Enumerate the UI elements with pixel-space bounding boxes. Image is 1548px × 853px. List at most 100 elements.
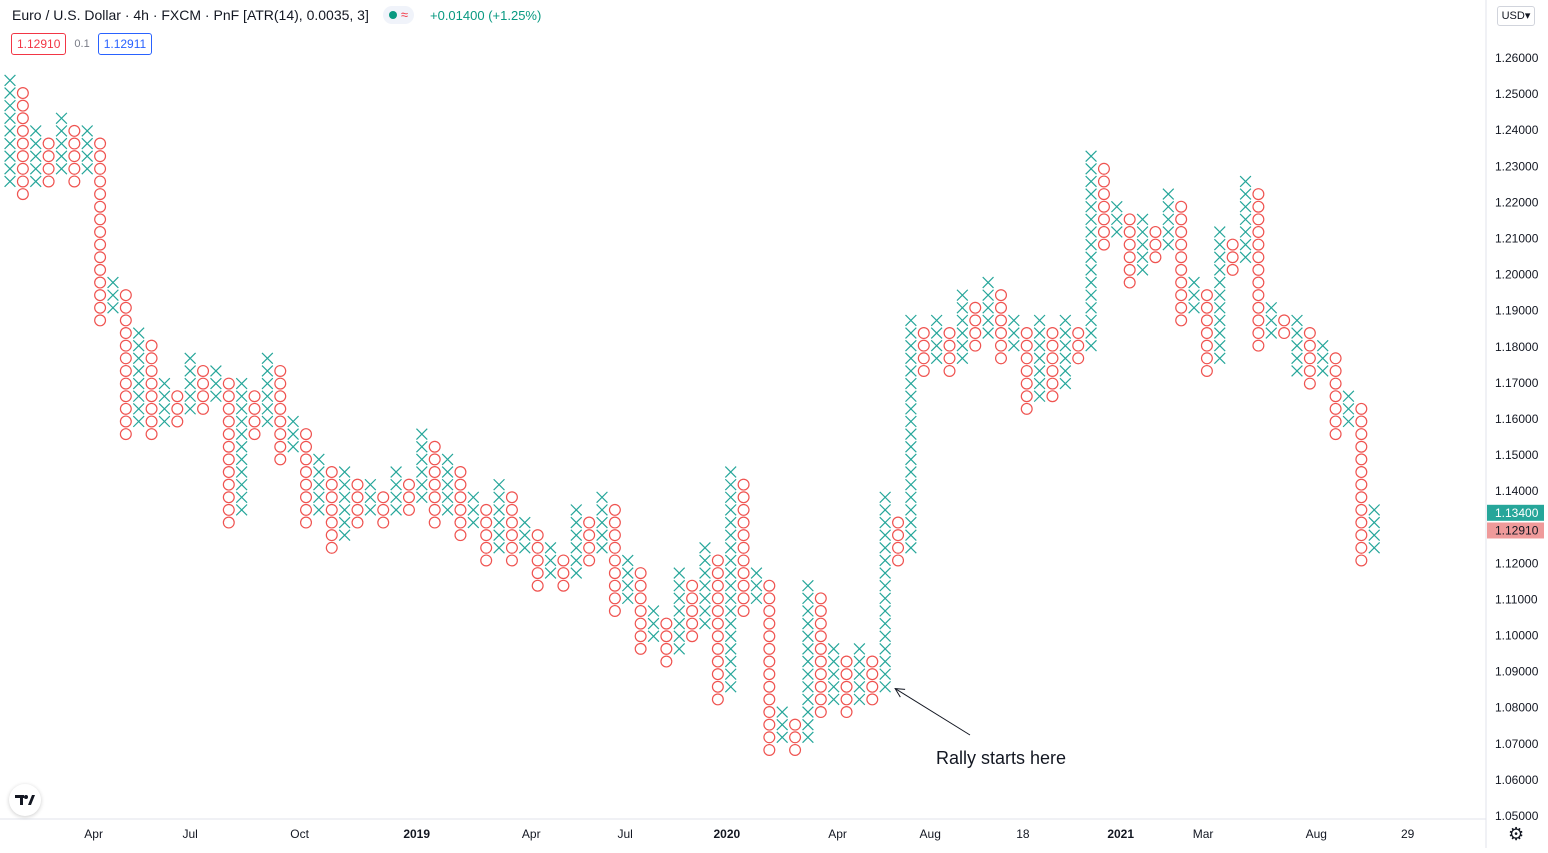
x-box [390,478,402,491]
o-box [325,466,338,479]
time-tick-label: Aug [920,827,941,841]
buy-button[interactable]: 1.12911 [97,33,153,55]
o-box [892,554,905,567]
o-box [1355,478,1368,491]
o-box [94,225,107,238]
x-box [158,377,171,390]
x-box [724,554,737,567]
x-box [802,718,814,731]
o-box [557,579,570,592]
x-column [1188,276,1200,314]
x-box [673,630,686,643]
o-box [711,668,724,681]
x-box [1316,339,1329,352]
x-box [1291,339,1303,352]
o-box [325,478,338,491]
x-box [570,504,583,516]
x-box [1136,264,1149,276]
x-box [364,504,377,516]
x-box [879,504,891,516]
o-box [634,567,647,580]
x-box [4,162,16,175]
o-box [1252,301,1265,314]
x-box [673,592,686,605]
x-column [261,352,274,428]
x-box [905,504,917,516]
o-box [1175,276,1188,289]
o-box [814,642,827,655]
x-column [596,491,608,554]
settings-gear-icon[interactable]: ⚙ [1508,824,1525,844]
tradingview-logo[interactable] [9,784,41,816]
x-box [879,630,891,643]
x-box [1342,415,1355,428]
x-box [29,162,42,175]
o-column [840,655,853,719]
o-box [763,668,776,681]
o-box [608,604,621,617]
x-box [724,466,737,478]
o-box [300,478,313,491]
x-box [1213,301,1226,314]
o-box [686,617,699,630]
time-tick-label: Mar [1193,827,1214,841]
x-box [930,327,943,339]
o-box [660,630,673,643]
o-box [402,503,415,516]
x-column [518,516,531,554]
o-box [248,428,261,441]
o-box [1252,276,1265,289]
o-box [814,680,827,693]
x-box [235,504,248,516]
price-tick-label: 1.25000 [1495,87,1539,101]
o-box [994,289,1007,302]
x-box [416,478,428,491]
o-box [1020,327,1033,340]
x-box [1033,339,1046,352]
x-box [905,478,917,491]
time-tick-label: Apr [84,827,103,841]
o-box [711,592,724,605]
x-column [81,125,94,175]
o-box [1020,377,1033,390]
x-column [1008,314,1020,352]
o-box [763,579,776,592]
x-box [235,390,248,403]
x-box [1368,516,1381,529]
x-box [287,428,299,440]
x-column [4,74,16,188]
x-box [261,365,274,377]
o-column [866,655,879,706]
symbol-title[interactable]: Euro / U.S. Dollar · 4h · FXCM · PnF [AT… [12,7,369,23]
o-box [94,175,107,188]
sell-button[interactable]: 1.12910 [11,33,67,55]
x-column [235,377,248,516]
time-axis[interactable]: Apr Jul Oct 2019 Apr Jul 2020 Apr Aug 18 2021 Mar Au… [84,827,1414,841]
o-box [969,301,982,314]
o-column [557,554,570,592]
x-box [210,365,222,377]
x-box [879,617,891,630]
o-box [325,491,338,504]
x-box [1213,327,1226,339]
time-tick-label: 2019 [403,827,430,841]
o-box [428,503,441,516]
o-box [892,541,905,554]
o-box [325,503,338,516]
o-box [145,352,158,365]
o-box [1200,352,1213,365]
x-box [1188,301,1200,314]
o-column [1097,162,1110,251]
o-box [711,617,724,630]
market-status-pill[interactable]: ≈ [382,6,414,24]
x-box [750,579,763,592]
o-column [428,440,441,529]
currency-button[interactable]: USD▾ [1497,6,1535,26]
o-column [1020,327,1033,415]
o-box [866,693,879,706]
x-box [235,491,248,504]
price-axis[interactable]: 1.26000 1.25000 1.24000 1.23000 1.22000 1.210… [1495,51,1539,823]
x-box [879,668,891,680]
